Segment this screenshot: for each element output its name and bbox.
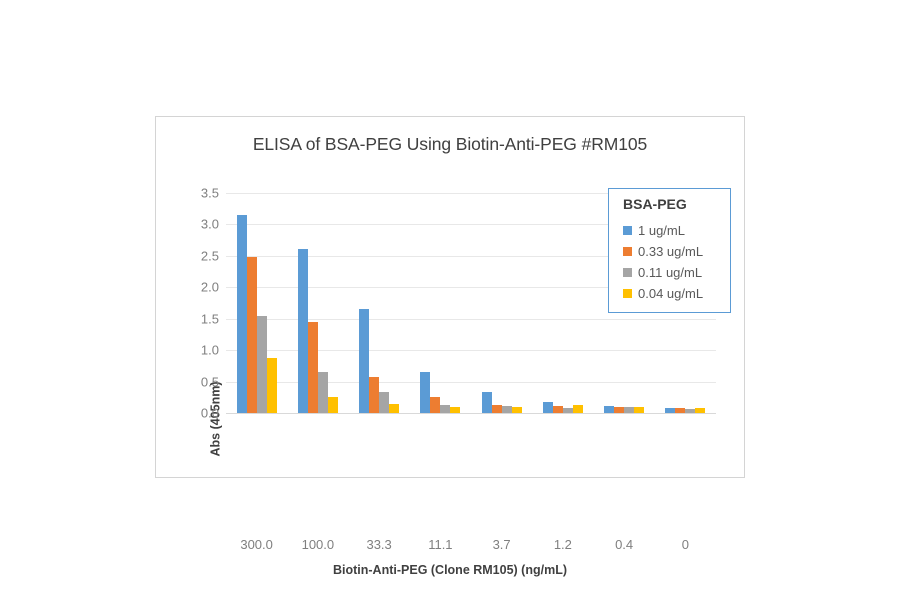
bar [675, 407, 686, 413]
bar-group [410, 193, 471, 413]
y-axis-tick-label: 1.5 [200, 311, 219, 327]
gridline [226, 255, 716, 257]
bar-group [532, 193, 593, 413]
bar-groups [226, 193, 716, 413]
x-axis-tick-label: 100.0 [301, 537, 335, 552]
bar [450, 407, 461, 413]
gridline [226, 224, 716, 226]
bar [420, 371, 431, 413]
bar [542, 402, 553, 413]
bar-group [287, 193, 348, 413]
gridline [226, 287, 716, 289]
bar [379, 392, 390, 413]
bar [624, 407, 635, 413]
bar [266, 357, 277, 413]
bar [307, 321, 318, 413]
bar [440, 404, 451, 413]
legend-swatch-icon [623, 247, 632, 256]
bar [552, 406, 563, 413]
legend-swatch-icon [623, 226, 632, 235]
y-axis-tick-label: 2.0 [200, 279, 219, 295]
legend-swatch-icon [623, 289, 632, 298]
gridline [226, 193, 716, 194]
legend: BSA-PEG 1 ug/mL 0.33 ug/mL 0.11 ug/mL 0.04 … [608, 188, 731, 313]
bar [389, 404, 400, 413]
y-axis-tick-label: 0.5 [200, 374, 219, 390]
bar-group [471, 193, 532, 413]
legend-item-label: 1 ug/mL [638, 223, 685, 238]
bar-group [594, 193, 655, 413]
bar [297, 248, 308, 413]
y-axis-tick-label: 1.0 [200, 342, 219, 358]
x-axis-tick-labels: 300.0 100.0 33.3 11.1 3.7 1.2 0.4 0 [226, 537, 716, 552]
chart-container: ELISA of BSA-PEG Using Biotin-Anti-PEG #… [155, 116, 745, 577]
legend-item-label: 0.04 ug/mL [638, 286, 704, 301]
legend-item-label: 0.33 ug/mL [638, 244, 704, 259]
bar-group [655, 193, 716, 413]
bar [369, 376, 380, 413]
y-axis-tick-label: 3.5 [200, 185, 219, 201]
bar [604, 406, 615, 413]
bar [317, 372, 328, 413]
bar-group [226, 193, 287, 413]
legend-item[interactable]: 0.33 ug/mL [609, 241, 730, 262]
x-axis-tick-label: 33.3 [366, 537, 392, 552]
gridline [226, 318, 716, 320]
y-axis-tick-label: 2.5 [200, 248, 219, 264]
y-axis-tick-label: 3.0 [200, 216, 219, 232]
gridline [226, 381, 716, 383]
bar [246, 257, 257, 413]
bar [511, 406, 522, 413]
bar [562, 407, 573, 413]
bar [614, 406, 625, 413]
x-axis-tick-label: 0.4 [615, 537, 634, 552]
legend-title: BSA-PEG [623, 196, 687, 212]
bar [327, 396, 338, 413]
gridline [226, 350, 716, 352]
bar [256, 316, 267, 413]
bar [695, 407, 706, 413]
bar [634, 406, 645, 413]
bar [491, 404, 502, 413]
legend-item[interactable]: 0.04 ug/mL [609, 283, 730, 304]
legend-item-label: 0.11 ug/mL [638, 265, 703, 280]
x-axis-tick-label: 3.7 [492, 537, 511, 552]
chart-title: ELISA of BSA-PEG Using Biotin-Anti-PEG #… [252, 134, 648, 154]
x-axis-tick-label: 0 [681, 537, 689, 552]
legend-item[interactable]: 1 ug/mL [609, 220, 730, 241]
legend-swatch-icon [623, 268, 632, 277]
bar [359, 309, 370, 413]
legend-item[interactable]: 0.11 ug/mL [609, 262, 730, 283]
x-axis-title: Biotin-Anti-PEG (Clone RM105) (ng/mL) [332, 563, 567, 577]
gridline [226, 413, 716, 414]
plot-area: 3.5 3.0 2.5 2.0 1.5 1.0 0.5 0.0 [201, 186, 716, 421]
legend-items: 1 ug/mL 0.33 ug/mL 0.11 ug/mL 0.04 ug/mL [609, 220, 730, 304]
bar [501, 406, 512, 413]
x-axis-tick-label: 1.2 [553, 537, 572, 552]
bar [665, 407, 676, 413]
y-axis-tick-label: 0.0 [200, 405, 219, 421]
bar [685, 408, 696, 413]
bar-group [349, 193, 410, 413]
x-axis-tick-label: 300.0 [240, 537, 273, 552]
bar [236, 215, 247, 413]
bar [572, 405, 583, 413]
bar [430, 396, 441, 413]
x-axis-tick-label: 11.1 [428, 537, 453, 552]
bar [481, 391, 492, 413]
